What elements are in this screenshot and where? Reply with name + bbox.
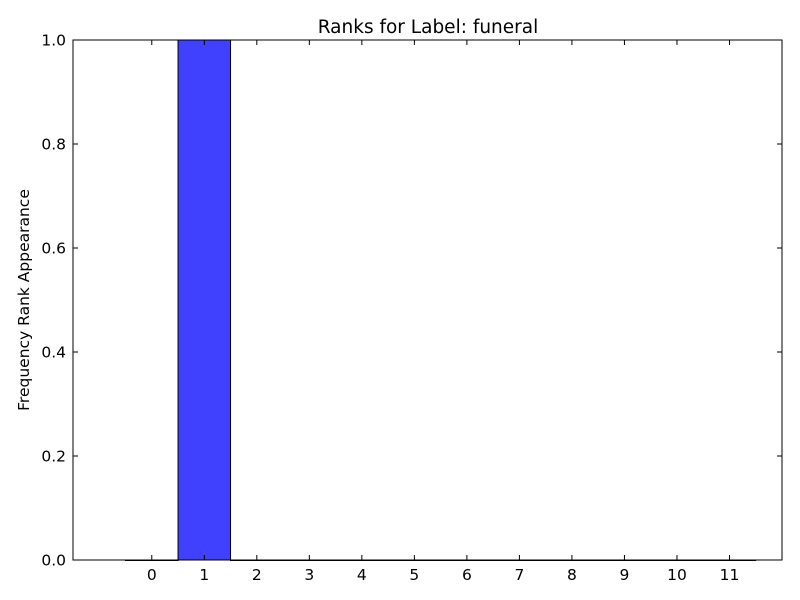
y-tick-label-4: 0.8 (41, 136, 66, 154)
x-tick-label-0: 0 (147, 566, 157, 584)
x-tick-label-7: 7 (514, 566, 524, 584)
y-tick-label-2: 0.4 (41, 344, 66, 362)
x-tick-label-10: 10 (667, 566, 687, 584)
x-tick-label-6: 6 (462, 566, 472, 584)
x-tick-label-5: 5 (409, 566, 419, 584)
x-tick-label-4: 4 (357, 566, 367, 584)
x-tick-label-1: 1 (199, 566, 209, 584)
chart-title: Ranks for Label: funeral (318, 17, 539, 38)
y-tick-label-0: 0.0 (41, 552, 66, 570)
x-tick-label-8: 8 (567, 566, 577, 584)
x-tick-label-9: 9 (620, 566, 630, 584)
x-tick-label-2: 2 (252, 566, 262, 584)
bar-1 (177, 39, 232, 561)
y-tick-label-5: 1.0 (41, 32, 66, 50)
x-tick-label-3: 3 (304, 566, 314, 584)
ticks-group: 0 1 2 3 4 5 6 7 8 9 10 11 0.0 0.2 0.4 0.6 0.8 1.0 (41, 32, 782, 584)
y-tick-label-3: 0.6 (41, 240, 66, 258)
bars-group (125, 39, 757, 561)
y-tick-label-1: 0.2 (41, 448, 66, 466)
plot-area-frame (72, 39, 783, 561)
x-tick-label-11: 11 (720, 566, 740, 584)
y-axis-label: Frequency Rank Appearance (15, 189, 33, 411)
